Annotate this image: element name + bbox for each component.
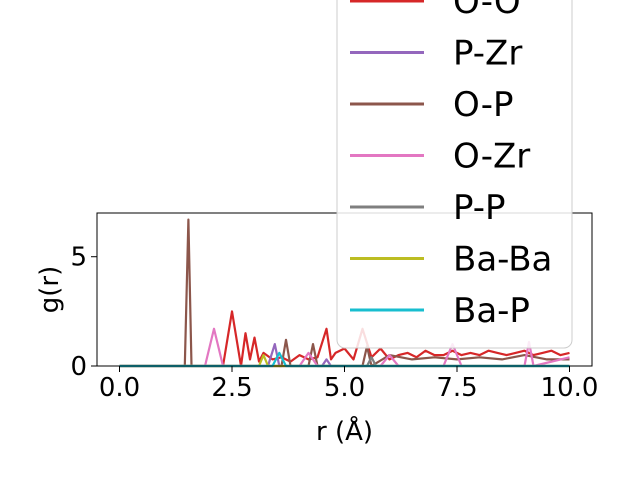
legend-label-o-p: O-P bbox=[453, 85, 513, 125]
y-axis-ticks: 05 bbox=[70, 243, 97, 382]
legend-label-o-o: O-O bbox=[453, 0, 521, 22]
y-tick-label: 5 bbox=[70, 243, 87, 273]
x-tick-label: 2.5 bbox=[211, 373, 252, 403]
x-tick-label: 5.0 bbox=[324, 373, 365, 403]
x-tick-label: 0.0 bbox=[99, 373, 140, 403]
series-line-o-o bbox=[119, 310, 570, 368]
legend-label-o-zr: O-Zr bbox=[453, 137, 530, 177]
y-axis-label: g(r) bbox=[35, 266, 65, 313]
legend-box bbox=[336, 0, 573, 349]
y-tick-label: 0 bbox=[70, 352, 87, 382]
x-tick-label: 7.5 bbox=[436, 373, 477, 403]
x-tick-label: 10.0 bbox=[541, 373, 599, 403]
x-axis-ticks: 0.0 2.5 5.0 7.5 10.0 bbox=[99, 366, 599, 403]
series-line-o-zr bbox=[119, 327, 570, 368]
x-axis-label: r (Å) bbox=[316, 415, 373, 447]
legend-label-ba-ba: Ba-Ba bbox=[453, 240, 552, 280]
legend-label-p-zr: P-Zr bbox=[453, 34, 522, 74]
legend: O-O P-Zr O-P O-Zr P-P Ba-Ba Ba-P bbox=[336, 0, 573, 349]
legend-label-p-p: P-P bbox=[453, 188, 506, 228]
series-line-ba-ba bbox=[119, 354, 570, 368]
legend-label-ba-p: Ba-P bbox=[453, 291, 530, 331]
